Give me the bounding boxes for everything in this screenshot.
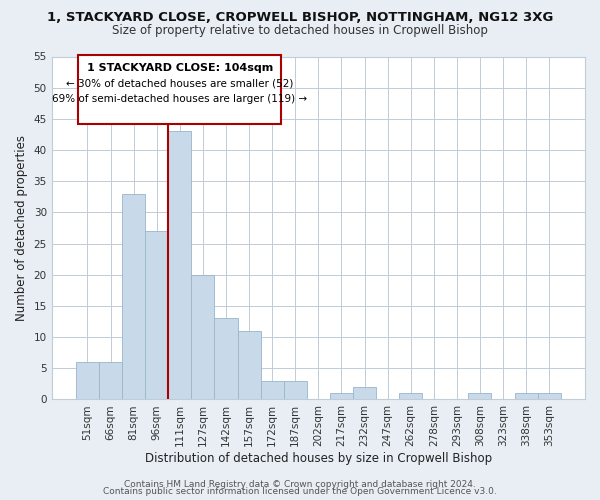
Bar bbox=[399, 393, 422, 400]
FancyBboxPatch shape bbox=[78, 56, 281, 124]
Bar bbox=[145, 231, 168, 400]
Text: Size of property relative to detached houses in Cropwell Bishop: Size of property relative to detached ho… bbox=[112, 24, 488, 37]
Bar bbox=[168, 132, 191, 400]
Bar bbox=[191, 274, 214, 400]
Bar bbox=[330, 393, 353, 400]
X-axis label: Distribution of detached houses by size in Cropwell Bishop: Distribution of detached houses by size … bbox=[145, 452, 492, 465]
Bar bbox=[76, 362, 99, 400]
Text: 69% of semi-detached houses are larger (119) →: 69% of semi-detached houses are larger (… bbox=[52, 94, 307, 104]
Bar bbox=[515, 393, 538, 400]
Text: ← 30% of detached houses are smaller (52): ← 30% of detached houses are smaller (52… bbox=[66, 78, 293, 88]
Bar bbox=[538, 393, 561, 400]
Text: Contains public sector information licensed under the Open Government Licence v3: Contains public sector information licen… bbox=[103, 487, 497, 496]
Bar bbox=[122, 194, 145, 400]
Bar bbox=[284, 381, 307, 400]
Bar bbox=[353, 387, 376, 400]
Bar bbox=[214, 318, 238, 400]
Y-axis label: Number of detached properties: Number of detached properties bbox=[15, 135, 28, 321]
Bar bbox=[260, 381, 284, 400]
Bar bbox=[238, 331, 260, 400]
Text: 1 STACKYARD CLOSE: 104sqm: 1 STACKYARD CLOSE: 104sqm bbox=[86, 62, 273, 72]
Bar bbox=[469, 393, 491, 400]
Text: Contains HM Land Registry data © Crown copyright and database right 2024.: Contains HM Land Registry data © Crown c… bbox=[124, 480, 476, 489]
Bar bbox=[99, 362, 122, 400]
Text: 1, STACKYARD CLOSE, CROPWELL BISHOP, NOTTINGHAM, NG12 3XG: 1, STACKYARD CLOSE, CROPWELL BISHOP, NOT… bbox=[47, 11, 553, 24]
